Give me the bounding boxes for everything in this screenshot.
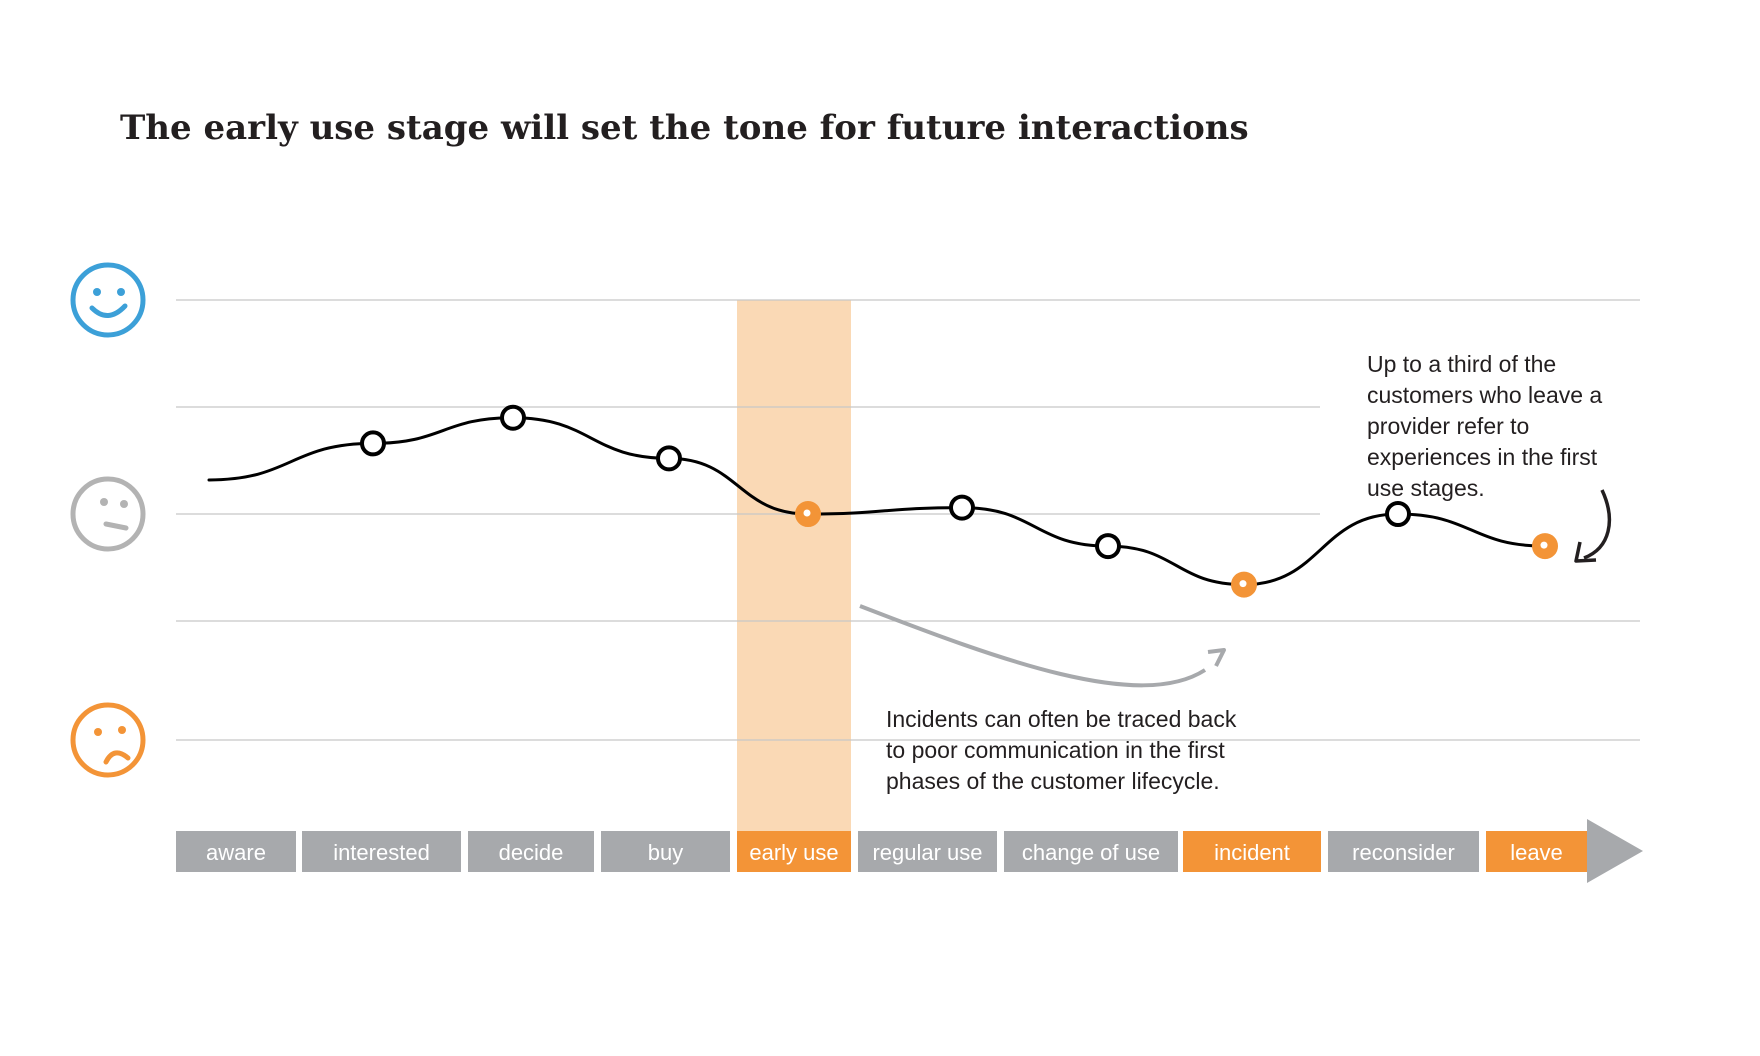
- point-interested: [360, 430, 386, 457]
- stage-label: leave: [1510, 840, 1563, 865]
- annotation-line: Up to a third of the: [1367, 351, 1556, 377]
- point-decide: [500, 404, 526, 431]
- emotion-scale: [70, 262, 146, 778]
- gridlines: [176, 299, 1640, 741]
- stage-label: incident: [1214, 840, 1290, 865]
- annotation-arrow-leave: [1583, 489, 1611, 560]
- smiley-neutral-icon: [70, 476, 146, 552]
- smiley-happy-icon: [70, 262, 146, 338]
- annotation-line: Incidents can often be traced back: [886, 706, 1237, 732]
- emotion-line: [207, 404, 1558, 598]
- stage-incident: incident: [1183, 831, 1321, 872]
- stage-label: change of use: [1022, 840, 1160, 865]
- incident-annotation: Incidents can often be traced back to poo…: [886, 706, 1237, 794]
- emotion-line-path: [207, 416, 1547, 587]
- annotation-line: phases of the customer lifecycle.: [886, 768, 1220, 794]
- point-regular-use: [949, 494, 975, 521]
- stage-interested: interested: [302, 831, 461, 872]
- stage-timeline: aware interested decide buy early use regular…: [176, 819, 1643, 883]
- stage-label: early use: [749, 840, 838, 865]
- stage-change-of-use: change of use: [1004, 831, 1178, 872]
- annotation-line: use stages.: [1367, 475, 1485, 501]
- arrow-head-incident: [1207, 648, 1226, 667]
- stage-label: reconsider: [1352, 840, 1455, 865]
- stage-label: interested: [333, 840, 430, 865]
- stage-leave: leave: [1486, 831, 1587, 872]
- stage-reconsider: reconsider: [1328, 831, 1479, 872]
- stage-label: buy: [648, 840, 683, 865]
- timeline-arrow-icon: [1587, 819, 1643, 883]
- point-change-of-use: [1095, 533, 1121, 560]
- arrow-head-leave: [1574, 541, 1597, 563]
- early-use-highlight-band: [737, 300, 851, 872]
- stage-early-use: early use: [737, 831, 851, 872]
- annotation-line: provider refer to: [1367, 413, 1529, 439]
- stage-decide: decide: [468, 831, 594, 872]
- stage-aware: aware: [176, 831, 296, 872]
- stage-label: regular use: [872, 840, 982, 865]
- leave-annotation: Up to a third of the customers who leave …: [1367, 351, 1602, 501]
- stage-regular-use: regular use: [858, 831, 997, 872]
- annotation-arrow-incident: [859, 604, 1207, 688]
- stage-label: aware: [206, 840, 266, 865]
- point-buy: [656, 445, 682, 472]
- annotation-line: experiences in the first: [1367, 444, 1598, 470]
- stage-label: decide: [499, 840, 564, 865]
- annotation-line: customers who leave a: [1367, 382, 1602, 408]
- point-reconsider: [1385, 501, 1411, 527]
- smiley-sad-icon: [70, 702, 146, 778]
- annotation-line: to poor communication in the first: [886, 737, 1225, 763]
- stage-buy: buy: [601, 831, 730, 872]
- page-title: The early use stage will set the tone fo…: [120, 108, 1249, 148]
